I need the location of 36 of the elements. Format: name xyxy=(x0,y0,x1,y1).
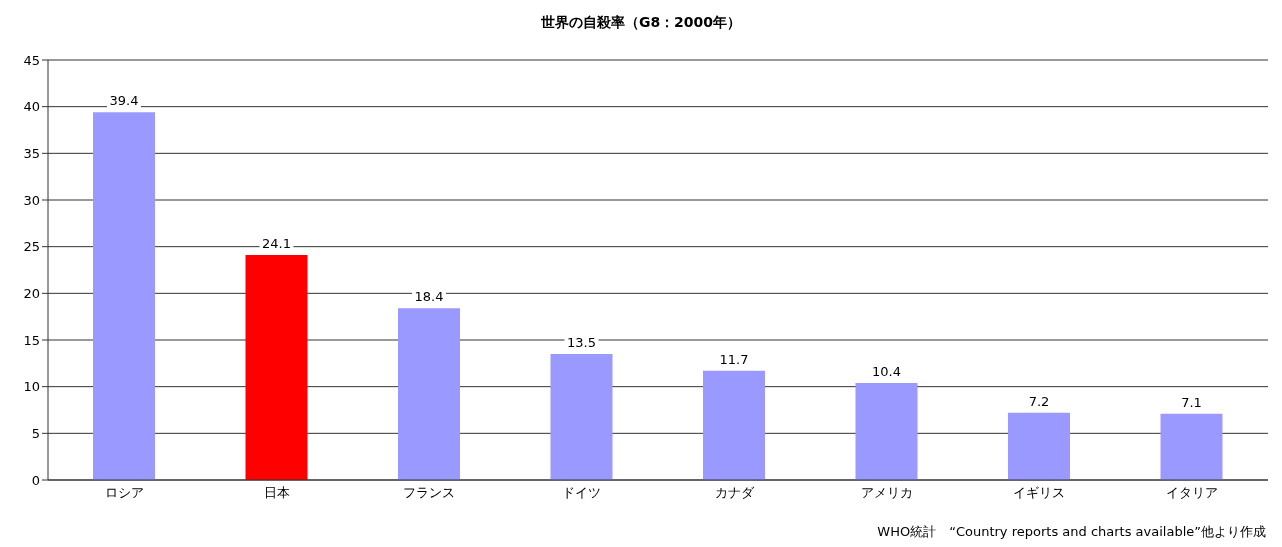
x-tick-label: イタリア xyxy=(1165,485,1218,501)
bar xyxy=(703,370,765,480)
x-tick-label: イギリス xyxy=(1013,485,1066,501)
bar xyxy=(93,112,155,480)
y-tick-label: 15 xyxy=(23,332,40,348)
x-tick-label: ロシア xyxy=(104,485,144,501)
y-tick-label: 35 xyxy=(23,145,40,161)
y-tick-label: 0 xyxy=(31,472,40,488)
data-label: 10.4 xyxy=(872,363,901,379)
y-tick-label: 10 xyxy=(23,379,40,395)
y-tick-label: 40 xyxy=(23,99,40,115)
x-tick-label: カナダ xyxy=(714,485,755,501)
chart-title: 世界の自殺率（G8：2000年） xyxy=(539,14,743,32)
data-label: 13.5 xyxy=(567,335,596,350)
data-label: 18.4 xyxy=(414,289,444,305)
bar xyxy=(1160,413,1223,480)
x-tick-label: 日本 xyxy=(263,485,290,501)
bar xyxy=(245,255,308,480)
data-label: 11.7 xyxy=(719,351,749,367)
y-tick-label: 5 xyxy=(31,425,40,441)
x-tick-label: アメリカ xyxy=(860,485,913,501)
y-tick-label: 30 xyxy=(23,192,40,208)
y-tick-label: 45 xyxy=(23,52,40,68)
y-tick-label: 25 xyxy=(23,239,40,255)
data-label: 7.1 xyxy=(1181,394,1202,410)
x-tick-label: ドイツ xyxy=(562,485,602,501)
x-tick-label: フランス xyxy=(403,485,456,501)
bar xyxy=(398,308,460,480)
data-label: 39.4 xyxy=(109,93,139,109)
data-label: 7.2 xyxy=(1028,393,1050,409)
bar xyxy=(550,354,613,480)
bar xyxy=(855,382,918,480)
text: WHO統計 “Country reports and charts available”他より作成 xyxy=(877,523,1266,541)
y-tick-label: 20 xyxy=(23,285,40,301)
bar xyxy=(1008,412,1070,480)
data-label: 24.1 xyxy=(262,236,291,252)
